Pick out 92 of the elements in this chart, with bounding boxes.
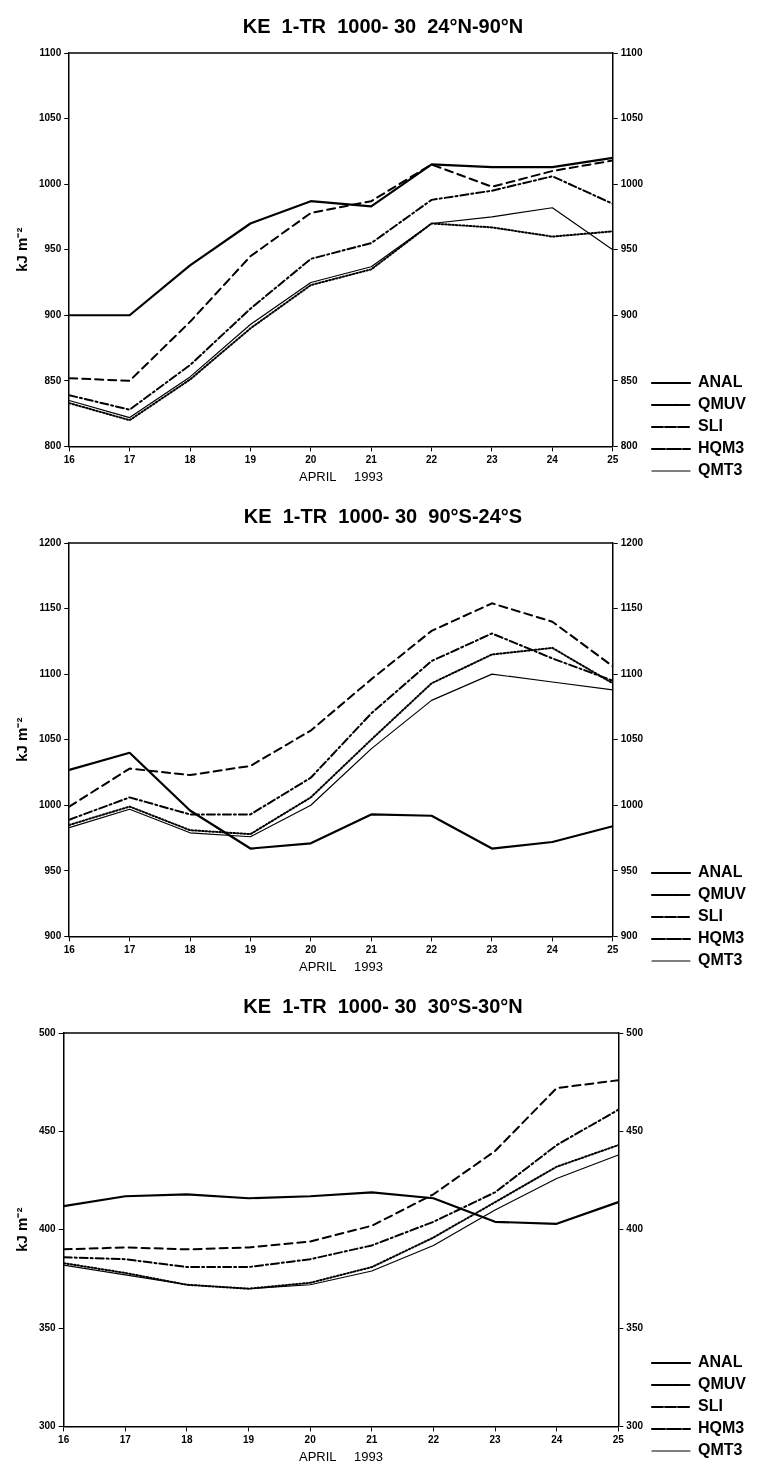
x-tick-label: 21 (366, 1434, 378, 1446)
y2-tick-label: 850 (620, 374, 638, 386)
y-tick-label: 900 (44, 930, 62, 942)
x-tick-label: 17 (124, 454, 136, 466)
x-tick-label: 24 (551, 1434, 563, 1446)
x-tick-label: 22 (427, 1434, 440, 1446)
y-tick-label: 350 (39, 1321, 57, 1333)
x-tick-label: 18 (184, 454, 197, 466)
y-axis-title: kJ m⁻² (13, 1207, 31, 1252)
x-tick-label: 19 (244, 944, 257, 956)
legend-label: HQM3 (698, 439, 745, 457)
chart-title: KE 1-TR 1000- 30 24°N-90°N (242, 14, 524, 37)
y2-tick-label: 950 (620, 243, 638, 255)
y-tick-label: 1150 (39, 602, 62, 614)
y-tick-label: 1100 (39, 667, 62, 679)
legend-label: ANAL (698, 1353, 743, 1371)
y2-tick-label: 900 (620, 309, 638, 321)
y-axis-title: kJ m⁻² (13, 227, 31, 272)
x-tick-label: 18 (181, 1434, 193, 1446)
chart-title: KE 1-TR 1000- 30 90°S-24°S (243, 504, 523, 527)
y2-tick-label: 1150 (620, 602, 643, 614)
x-tick-label: 20 (305, 944, 317, 956)
y2-tick-label: 450 (626, 1125, 644, 1137)
y-tick-label: 1050 (39, 733, 62, 745)
y-tick-label: 1100 (39, 46, 62, 58)
y-tick-label: 1050 (39, 112, 62, 124)
y-tick-label: 1000 (39, 177, 62, 189)
legend-label: SLI (698, 907, 723, 925)
x-tick-label: 25 (607, 944, 619, 956)
x-tick-label: 22 (426, 454, 438, 466)
y-tick-label: 850 (44, 374, 62, 386)
legend-label: QMT3 (698, 461, 743, 479)
y2-tick-label: 900 (620, 930, 638, 942)
y2-tick-label: 950 (620, 864, 638, 876)
x-tick-label: 23 (489, 1434, 502, 1446)
y2-tick-label: 1100 (620, 46, 643, 58)
y2-tick-label: 350 (626, 1321, 644, 1333)
y-axis-title: kJ m⁻² (13, 717, 31, 762)
legend-label: QMUV (698, 395, 747, 413)
legend-label: HQM3 (698, 1419, 745, 1437)
legend-label: HQM3 (698, 929, 745, 947)
x-tick-label: 22 (426, 944, 438, 956)
x-tick-label: 20 (305, 454, 317, 466)
x-tick-label: 24 (546, 454, 559, 466)
legend-label: QMT3 (698, 1441, 743, 1459)
x-tick-label: 25 (607, 454, 619, 466)
y2-tick-label: 1000 (620, 799, 644, 811)
y-tick-label: 950 (44, 864, 62, 876)
x-tick-label: 19 (244, 454, 257, 466)
y2-tick-label: 400 (626, 1223, 644, 1235)
y2-tick-label: 1100 (620, 667, 643, 679)
y-tick-label: 1000 (39, 799, 62, 811)
legend-label: ANAL (698, 863, 743, 881)
legend-label: QMUV (698, 1375, 747, 1393)
y-tick-label: 950 (44, 243, 62, 255)
legend-label: QMUV (698, 885, 747, 903)
y-tick-label: 800 (44, 440, 62, 452)
x-tick-label: 23 (486, 944, 498, 956)
legend-label: SLI (698, 1397, 723, 1415)
x-tick-label: 16 (63, 454, 76, 466)
y-tick-label: 900 (44, 309, 62, 321)
x-tick-label: 20 (304, 1434, 317, 1446)
y-tick-label: 400 (39, 1223, 57, 1235)
legend-label: QMT3 (698, 951, 743, 969)
x-tick-label: 19 (243, 1434, 255, 1446)
y2-tick-label: 800 (620, 440, 638, 452)
chart-title: KE 1-TR 1000- 30 30°S-30°N (243, 994, 523, 1017)
y-tick-label: 1200 (39, 536, 62, 548)
legend-label: ANAL (698, 373, 743, 391)
y-tick-label: 450 (39, 1125, 57, 1137)
x-tick-label: 16 (58, 1434, 70, 1446)
x-tick-label: 17 (119, 1434, 132, 1446)
y2-tick-label: 1050 (620, 112, 644, 124)
y2-tick-label: 1000 (620, 177, 644, 189)
y2-tick-label: 500 (626, 1026, 644, 1038)
x-tick-label: 17 (124, 944, 136, 956)
legend-label: SLI (698, 417, 723, 435)
x-tick-label: 16 (63, 944, 76, 956)
y-tick-label: 300 (39, 1420, 57, 1432)
x-tick-label: 24 (546, 944, 559, 956)
x-tick-label: 23 (486, 454, 498, 466)
y-tick-label: 500 (39, 1026, 57, 1038)
x-tick-label: 21 (365, 454, 378, 466)
y2-tick-label: 1050 (620, 733, 644, 745)
x-axis-title: APRIL 1993 (298, 1448, 384, 1464)
y2-tick-label: 1200 (620, 536, 644, 548)
x-tick-label: 25 (612, 1434, 625, 1446)
x-axis-title: APRIL 1993 (298, 958, 384, 974)
x-tick-label: 21 (365, 944, 378, 956)
x-axis-title: APRIL 1993 (298, 468, 384, 484)
x-tick-label: 18 (184, 944, 197, 956)
y2-tick-label: 300 (626, 1420, 644, 1432)
